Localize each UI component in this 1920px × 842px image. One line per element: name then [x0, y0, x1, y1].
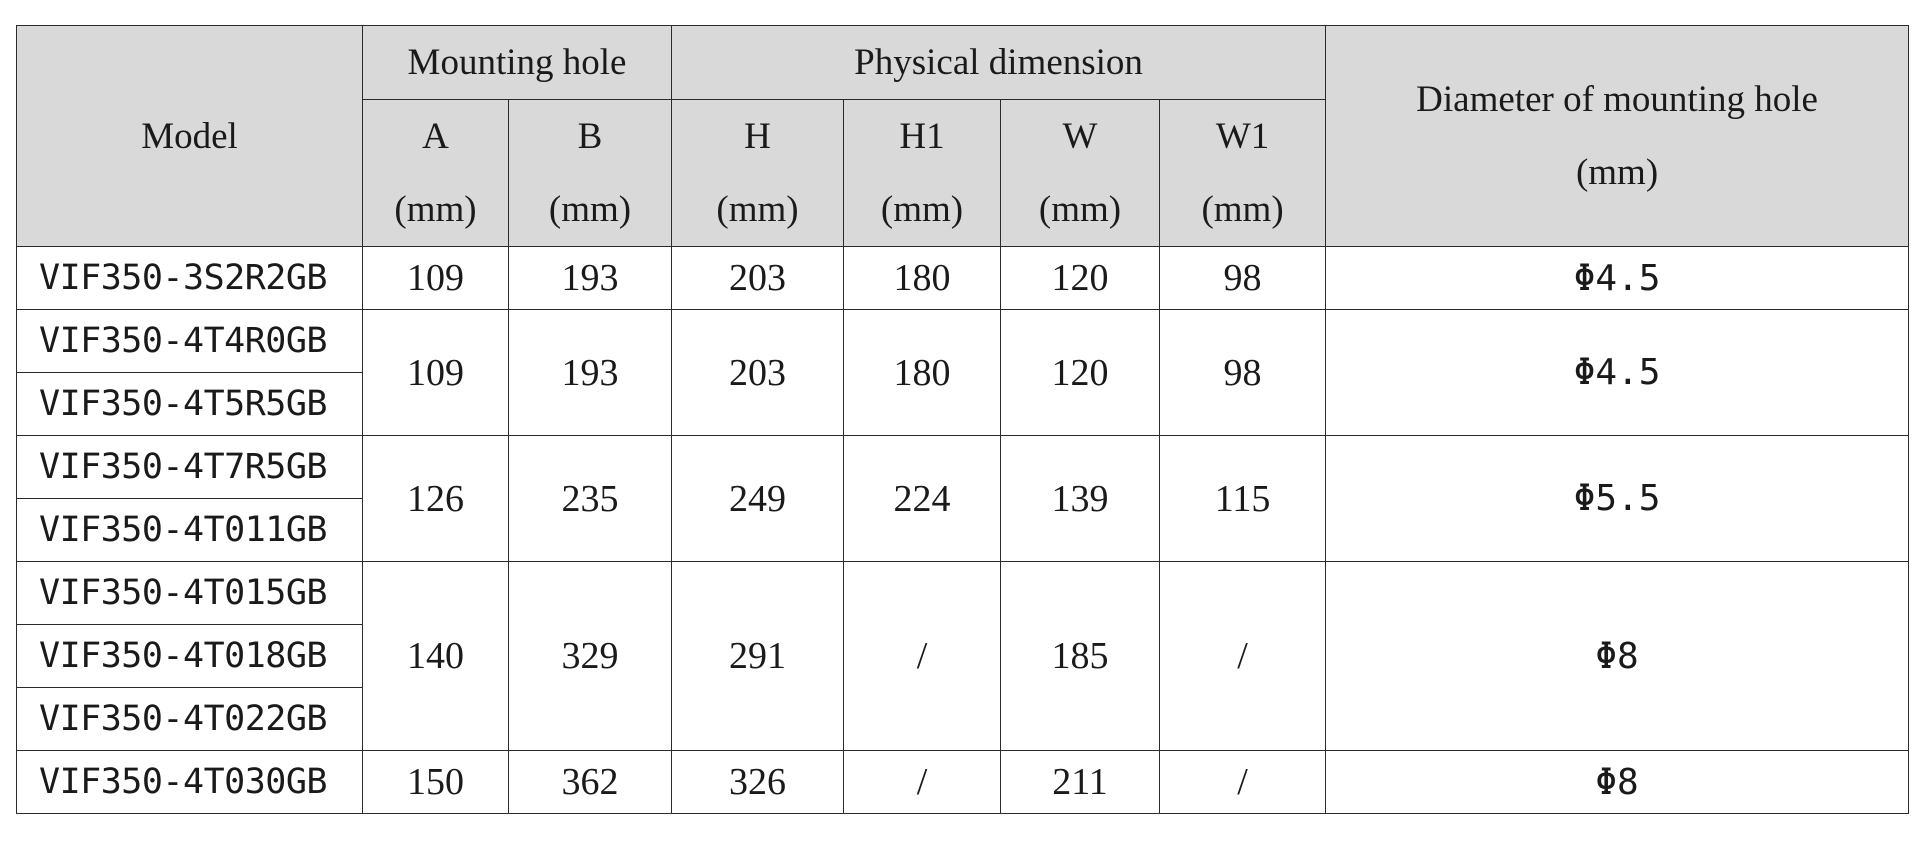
- value-h: 326: [671, 750, 845, 814]
- column-label: W1: [1215, 116, 1270, 157]
- column-unit: (mm): [1038, 189, 1122, 230]
- value-w: 139: [1000, 435, 1161, 562]
- value-a: 140: [362, 561, 509, 751]
- mounting-hole-header: Mounting hole: [361, 25, 673, 100]
- value-w1: 98: [1159, 309, 1327, 436]
- column-label: W: [1062, 116, 1098, 157]
- column-header-b: B (mm): [507, 99, 673, 247]
- value-a: 109: [362, 309, 509, 436]
- model-cell: VIF350-4T022GB: [16, 687, 363, 751]
- value-h1: 224: [843, 435, 1002, 562]
- value-w1: 98: [1159, 246, 1327, 310]
- value-w1: 115: [1159, 435, 1327, 562]
- model-cell: VIF350-4T015GB: [16, 561, 363, 625]
- column-header-w1: W1 (mm): [1159, 99, 1327, 247]
- model-cell: VIF350-4T018GB: [16, 624, 363, 688]
- column-header-w: W (mm): [1000, 99, 1161, 247]
- column-unit: (mm): [548, 189, 632, 230]
- column-unit: (mm): [1201, 189, 1284, 230]
- model-cell: VIF350-4T030GB: [16, 750, 363, 814]
- value-diameter: Φ8: [1325, 561, 1910, 751]
- table-row: VIF350-4T030GB 150 362 326/211/Φ8: [16, 750, 1910, 814]
- physical-dimension-header: Physical dimension: [671, 25, 1327, 100]
- header-sub-row: A (mm) B (mm) H (mm) H1 (mm) W (mm) W1 (mm): [17, 99, 1909, 247]
- value-diameter: Φ4.5: [1325, 309, 1910, 436]
- value-diameter: Φ8: [1325, 750, 1910, 814]
- dimension-table-container: Model Mounting hole Physical dimension D…: [16, 25, 1910, 814]
- value-diameter: Φ4.5: [1325, 246, 1910, 310]
- column-unit: (mm): [394, 189, 477, 230]
- value-h1: 180: [843, 246, 1002, 310]
- column-label: H: [744, 116, 771, 157]
- header-group-row: Model Mounting hole Physical dimension D…: [16, 25, 1910, 247]
- value-h: 249: [671, 435, 845, 562]
- column-label: H1: [899, 116, 945, 157]
- column-header-h: H (mm): [671, 99, 845, 247]
- table-row: VIF350-4T018GB: [16, 624, 1909, 688]
- table-row: VIF350-4T011GB: [16, 498, 1909, 562]
- value-a: 109: [362, 246, 509, 310]
- table-row: VIF350-4T7R5GB 126 235 249 224 139 115 Φ5.5: [16, 435, 1910, 562]
- column-header-h1: H1 (mm): [843, 99, 1002, 247]
- value-h1: /: [843, 750, 1002, 814]
- value-w1: /: [1159, 561, 1327, 751]
- value-h: 291: [671, 561, 845, 751]
- column-label: B: [577, 116, 603, 157]
- model-cell: VIF350-3S2R2GB: [16, 246, 363, 310]
- value-h1: 180: [843, 309, 1002, 436]
- value-b: 362: [507, 750, 673, 814]
- model-cell: VIF350-4T011GB: [16, 498, 363, 562]
- value-diameter: Φ5.5: [1325, 435, 1910, 562]
- value-h1: /: [843, 561, 1002, 751]
- model-cell: VIF350-4T5R5GB: [16, 372, 363, 436]
- value-b: 193: [507, 309, 673, 436]
- diameter-header-line1: Diameter of mounting hole: [1416, 79, 1818, 120]
- dimension-table: Model Mounting hole Physical dimension D…: [16, 25, 1910, 814]
- model-header: Model: [16, 25, 363, 247]
- table-row: VIF350-3S2R2GB 109 193 203 180 120 98 Φ4.5: [16, 246, 1910, 310]
- value-w1: /: [1159, 750, 1327, 814]
- value-w: 185: [1000, 561, 1161, 751]
- table-row: VIF350-4T022GB: [16, 687, 1909, 751]
- value-h: 203: [671, 246, 845, 310]
- column-header-a: A (mm): [362, 99, 509, 247]
- value-a: 126: [362, 435, 509, 562]
- diameter-header-line2: (mm): [1575, 152, 1659, 193]
- column-unit: (mm): [716, 189, 799, 230]
- value-a: 150: [362, 750, 509, 814]
- value-b: 329: [507, 561, 673, 751]
- table-header: Model Mounting hole Physical dimension D…: [16, 25, 1910, 247]
- value-w: 211: [1000, 750, 1161, 814]
- table-row: VIF350-4T5R5GB: [16, 372, 1909, 436]
- value-w: 120: [1000, 309, 1161, 436]
- column-label: A: [422, 116, 449, 157]
- diameter-header: Diameter of mounting hole (mm): [1325, 25, 1910, 247]
- value-b: 235: [507, 435, 673, 562]
- column-unit: (mm): [880, 189, 964, 230]
- value-w: 120: [1000, 246, 1161, 310]
- value-b: 193: [507, 246, 673, 310]
- table-row: VIF350-4T4R0GB 109 193 203 180 120 98 Φ4.5: [16, 309, 1910, 436]
- value-h: 203: [671, 309, 845, 436]
- table-row: VIF350-4T015GB 140 329 291/185/Φ8: [16, 561, 1910, 751]
- table-body: VIF350-3S2R2GB 109 193 203 180 120 98 Φ4.5 VIF35…: [16, 246, 1910, 814]
- model-cell: VIF350-4T4R0GB: [16, 309, 363, 373]
- model-cell: VIF350-4T7R5GB: [16, 435, 363, 499]
